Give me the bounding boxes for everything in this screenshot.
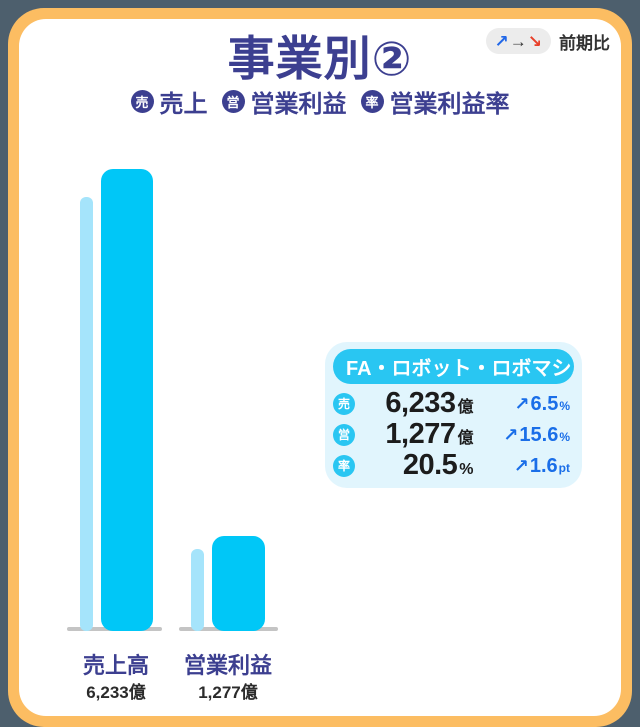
sales-badge-icon: 売 — [333, 392, 355, 415]
operating-profit-change: ↗15.6% — [503, 423, 570, 446]
period-badge-label: 前期比 — [559, 33, 610, 53]
bar-operating-profit-current[interactable] — [212, 536, 265, 631]
legend-item-operating-profit: 営 営業利益 — [221, 84, 347, 119]
bar-sales-previous[interactable] — [80, 197, 93, 631]
sales-value: 6,233 億 — [385, 387, 473, 419]
profit-margin-badge-icon: 率 — [360, 90, 384, 113]
segment-row-sales: 売 6,233 億 ↗6.5% — [333, 388, 570, 419]
sales-badge-icon: 売 — [130, 90, 154, 113]
category-value-sales: 6,233億 — [86, 683, 146, 702]
trend-arrows-pill: ↗ → ↘ — [485, 28, 551, 54]
segment-tooltip-card: FA・ロボット・ロボマシ... 売 6,233 億 ↗6.5% 営 1,277 億 … — [325, 342, 582, 488]
segment-row-operating-profit: 営 1,277 億 ↗15.6% — [333, 419, 570, 450]
legend-item-profit-margin: 率 営業利益率 — [360, 84, 510, 119]
segment-card-title: FA・ロボット・ロボマシ... — [333, 349, 574, 384]
page-title: 事業別② — [227, 32, 413, 85]
sales-change: ↗6.5% — [514, 392, 570, 415]
sales-unit: 億 — [457, 399, 473, 416]
category-label-operating-profit: 営業利益 — [183, 653, 272, 678]
period-comparison-badge: ↗ → ↘ 前期比 — [485, 28, 610, 54]
operating-profit-badge-icon: 営 — [221, 90, 245, 113]
trend-flat-icon: → — [509, 31, 527, 51]
profit-margin-change: ↗1.6pt — [513, 454, 570, 477]
legend: 売 売上 営 営業利益 率 営業利益率 — [0, 84, 640, 119]
legend-label-operating-profit: 営業利益 — [250, 91, 347, 118]
operating-profit-unit: 億 — [457, 430, 473, 447]
profit-margin-value: 20.5% — [402, 449, 474, 481]
bar-sales-current[interactable] — [101, 169, 153, 631]
operating-profit-badge-icon: 営 — [333, 423, 355, 446]
profit-margin-unit: % — [459, 461, 473, 478]
profit-margin-badge-icon: 率 — [333, 454, 355, 477]
segment-row-profit-margin: 率 20.5% ↗1.6pt — [333, 450, 570, 481]
up-arrow-icon: ↗ — [503, 424, 519, 445]
trend-up-icon: ↗ — [494, 31, 509, 51]
category-label-sales: 売上高 — [82, 653, 149, 678]
up-arrow-icon: ↗ — [514, 393, 530, 414]
operating-profit-value: 1,277 億 — [385, 418, 473, 450]
legend-label-sales: 売上 — [159, 91, 208, 118]
category-value-operating-profit: 1,277億 — [198, 683, 258, 702]
legend-item-sales: 売 売上 — [130, 84, 208, 119]
bar-operating-profit-previous[interactable] — [191, 549, 204, 631]
up-arrow-icon: ↗ — [513, 455, 529, 476]
segment-card-rows: 売 6,233 億 ↗6.5% 営 1,277 億 ↗15.6% 率 20.5% ↗… — [333, 388, 570, 481]
legend-label-profit-margin: 営業利益率 — [389, 91, 510, 118]
trend-down-icon: ↘ — [527, 31, 542, 51]
